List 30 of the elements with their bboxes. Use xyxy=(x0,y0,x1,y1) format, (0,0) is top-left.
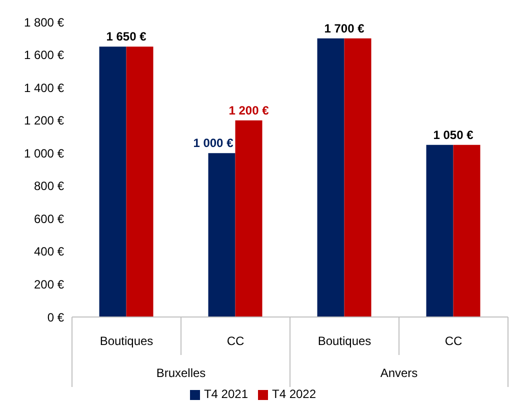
bar xyxy=(453,144,480,317)
y-tick-label: 400 € xyxy=(34,244,64,259)
legend-label: T4 2021 xyxy=(204,387,248,401)
x-tick-label: CC xyxy=(444,334,462,348)
data-label: 1 650 € xyxy=(106,30,147,44)
data-label: 1 000 € xyxy=(193,136,234,150)
bar xyxy=(126,46,154,317)
data-label: 1 200 € xyxy=(228,103,270,118)
y-tick-label: 0 € xyxy=(47,310,64,324)
data-label: 1 050 € xyxy=(433,128,474,142)
x-tick-label: Boutiques xyxy=(100,334,154,348)
bar xyxy=(344,38,372,317)
bar xyxy=(208,153,236,317)
bar xyxy=(235,120,262,317)
y-tick-label: 1 600 € xyxy=(24,48,64,62)
y-tick-label: 1 200 € xyxy=(24,114,64,128)
category-divider: Boutiques Anvers xyxy=(290,316,418,388)
y-tick-label: 1 000 € xyxy=(24,146,64,160)
x-tick-label: Boutiques xyxy=(318,334,372,348)
y-tick-label: 1 800 € xyxy=(24,15,64,30)
y-tick-label: 800 € xyxy=(34,179,64,194)
bar xyxy=(426,144,454,317)
y-tick-label: 200 € xyxy=(34,277,64,292)
data-label: 1 700 € xyxy=(324,21,365,36)
legend-label: T4 2022 xyxy=(272,387,316,401)
bar xyxy=(99,46,126,317)
y-tick-label: 600 € xyxy=(34,212,64,226)
y-tick-label: 1 400 € xyxy=(24,80,64,95)
bar xyxy=(317,38,344,317)
x-tick-label: CC xyxy=(226,334,244,348)
